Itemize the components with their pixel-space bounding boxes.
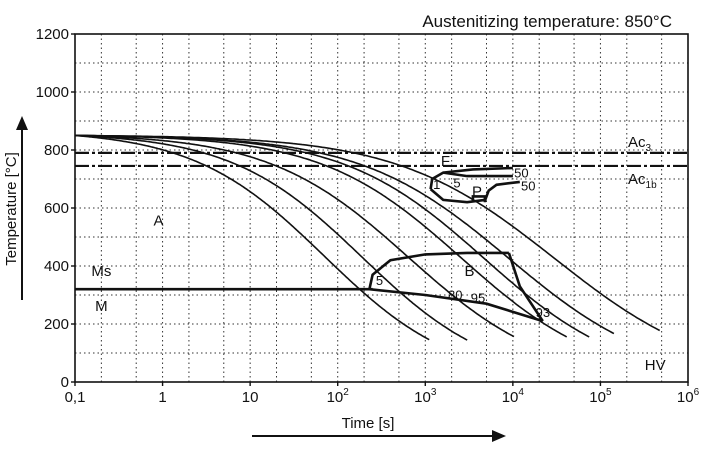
pearlite-50-line	[483, 180, 520, 202]
cooling-curve	[74, 134, 515, 338]
critical-temperature-label: Ac3	[628, 134, 652, 154]
x-axis-label: Time [s]	[342, 415, 395, 432]
grid	[75, 34, 688, 382]
axis-ticks: 0 200 400 600 800 1000 1200 0,1 1 10 102 103 104 105 1…	[36, 26, 700, 406]
x-tick-label: 102	[327, 387, 350, 406]
y-tick-label: 0	[61, 374, 69, 391]
transformation-percent-label: 50	[514, 166, 528, 181]
critical-temperature-label: Ac1b	[628, 171, 657, 191]
region-label: P	[472, 183, 482, 200]
x-tick-label: 105	[589, 387, 612, 406]
transformation-percent-label: 50	[521, 179, 535, 194]
transformation-percent-label: 5	[376, 273, 383, 288]
y-tick-label: 600	[44, 200, 69, 217]
x-tick-label: 104	[502, 387, 525, 406]
y-axis-label: Temperature [°C]	[3, 152, 20, 266]
ferrite-50-line	[443, 171, 513, 178]
x-axis-arrow	[252, 430, 506, 442]
region-label: M	[95, 298, 108, 315]
y-axis-arrow	[16, 116, 28, 300]
transformation-percent-label: 93	[536, 305, 550, 320]
y-tick-label: 800	[44, 142, 69, 159]
cooling-curve	[75, 134, 661, 332]
y-tick-label: 1200	[36, 26, 69, 43]
transformation-lines	[75, 151, 688, 323]
bainite-end-line	[369, 287, 544, 323]
region-label: A	[154, 212, 164, 229]
pearlite-line	[429, 188, 486, 204]
transformation-percent-label: 95	[471, 290, 485, 305]
region-label: F	[441, 153, 450, 170]
y-tick-label: 200	[44, 316, 69, 333]
chart-title: Austenitizing temperature: 850°C	[422, 12, 672, 31]
transformation-percent-label: 5	[453, 176, 460, 191]
cooling-curve	[74, 134, 430, 341]
x-tick-label: 0,1	[65, 389, 86, 406]
region-label: Ms	[91, 263, 111, 280]
y-tick-label: 400	[44, 258, 69, 275]
x-tick-label: 10	[242, 389, 259, 406]
y-tick-label: 1000	[36, 84, 69, 101]
bainite-start-line	[368, 251, 509, 290]
transformation-percent-label: 80	[448, 287, 462, 302]
transformation-percent-label: 1	[433, 177, 440, 192]
x-tick-label: 103	[414, 387, 437, 406]
region-label: B	[465, 263, 475, 280]
hardness-unit: HV	[645, 357, 666, 374]
bainite-boundary-line	[507, 252, 544, 322]
x-tick-label: 106	[677, 387, 700, 406]
x-tick-label: 1	[158, 389, 166, 406]
